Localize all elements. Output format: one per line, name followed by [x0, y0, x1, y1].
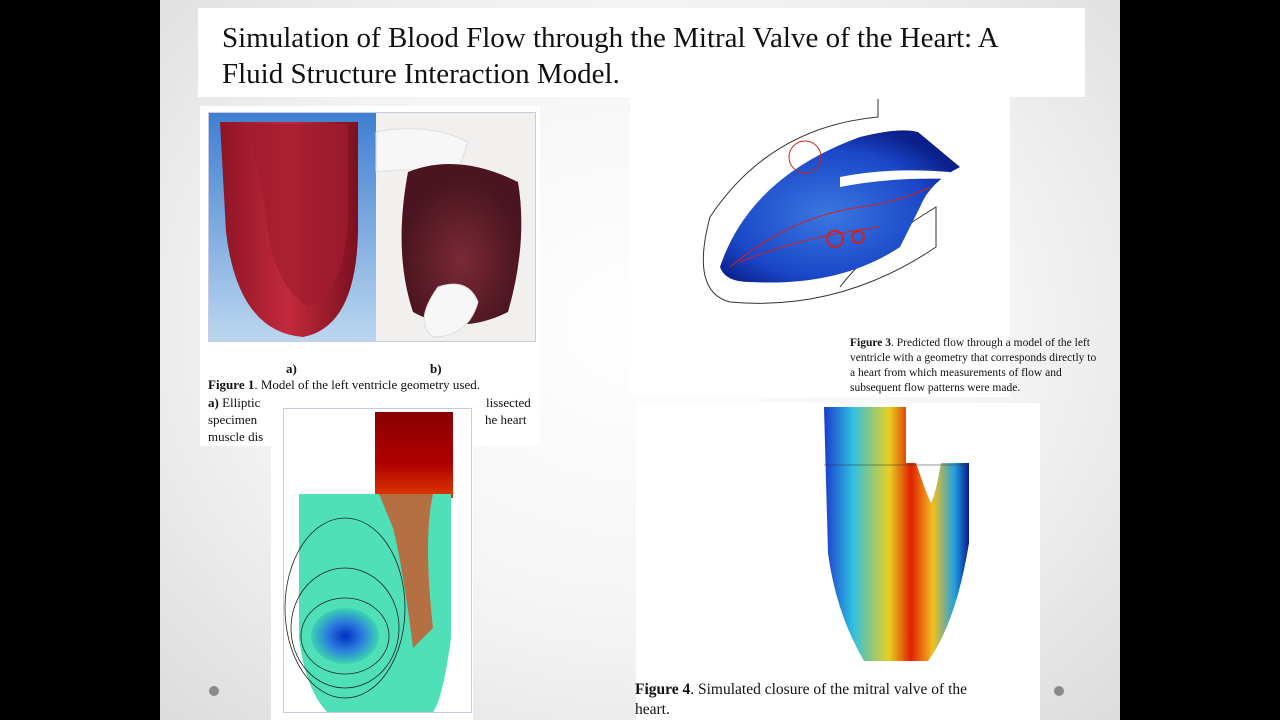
figure3-panel: Figure 3. Predicted flow through a model… [630, 97, 1096, 397]
caption-text: heart. [635, 701, 670, 718]
caption-text: . Model of the left ventricle geometry u… [254, 377, 480, 392]
caption-text: lissected [486, 395, 531, 410]
figure2-panel [271, 408, 473, 720]
caption-line: Figure 3. Predicted flow through a model… [850, 336, 1090, 351]
figure3-image [702, 99, 960, 304]
figure4-image [824, 407, 969, 661]
caption-text: . Predicted flow through a model of the … [891, 337, 1090, 349]
caption-label: Figure 3 [850, 337, 891, 349]
caption-text: he heart [485, 412, 527, 427]
caption-text: ventricle with a geometry that correspon… [850, 352, 1097, 364]
nav-dot[interactable] [209, 686, 219, 696]
caption-line: Figure 1. Model of the left ventricle ge… [208, 376, 480, 393]
caption-text: a) [208, 395, 219, 410]
caption-line: a) Elliptic [208, 394, 260, 411]
caption-text: . Simulated closure of the mitral valve … [690, 681, 968, 698]
nav-dot[interactable] [1054, 686, 1064, 696]
caption-text: specimen [208, 412, 258, 427]
caption-line: Figure 4. Simulated closure of the mitra… [635, 680, 967, 700]
title-line: Simulation of Blood Flow through the Mit… [222, 22, 999, 54]
caption-text: Elliptic [222, 395, 261, 410]
figure4-panel: Figure 4. Simulated closure of the mitra… [635, 403, 1040, 720]
caption-label: Figure 4 [635, 681, 691, 698]
slide: Simulation of Blood Flow through the Mit… [160, 0, 1120, 720]
caption-text: subsequent flow patterns were made. [850, 382, 1021, 394]
figure1-images [208, 112, 536, 342]
panel-label: a) [286, 361, 297, 376]
caption-text: a heart from which measurements of flow … [850, 367, 1062, 379]
title-line: Fluid Structure Interaction Model. [222, 58, 620, 90]
figure1-panel: a) b) Figure 1. Model of the left ventri… [200, 106, 540, 446]
figure2-image [283, 408, 472, 713]
title-box: Simulation of Blood Flow through the Mit… [198, 8, 1085, 97]
panel-label: b) [430, 361, 442, 376]
caption-text: muscle dis [208, 429, 264, 444]
caption-label: Figure 1 [208, 377, 255, 392]
